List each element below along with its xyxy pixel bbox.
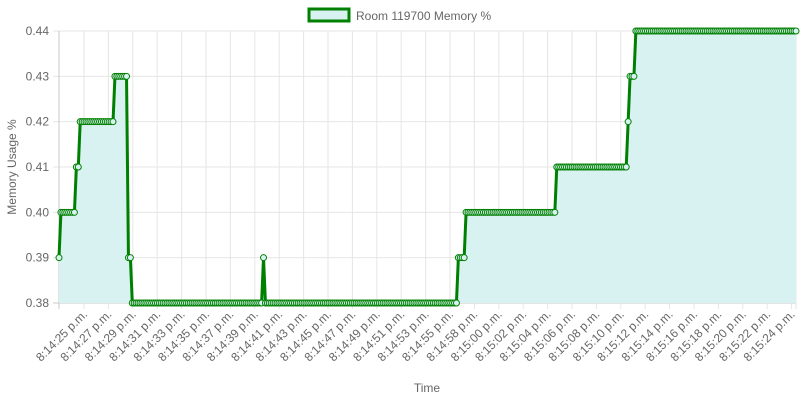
data-point[interactable]	[126, 254, 134, 262]
data-point[interactable]	[55, 254, 63, 262]
area-fill	[59, 31, 796, 303]
legend-label-room-119700[interactable]: Room 119700 Memory %	[356, 9, 492, 23]
y-tick-label: 0.44	[26, 24, 50, 38]
y-tick-label: 0.42	[26, 115, 50, 129]
data-point[interactable]	[109, 118, 117, 126]
data-point[interactable]	[260, 254, 268, 262]
x-axis-title: Time	[414, 381, 441, 395]
y-tick-label: 0.43	[26, 69, 50, 83]
data-point[interactable]	[74, 163, 82, 171]
y-tick-label: 0.40	[26, 205, 50, 219]
y-axis-ticks: 0.38 0.39 0.40 0.41 0.42 0.43 0.44	[26, 24, 50, 310]
data-point[interactable]	[123, 72, 131, 80]
data-point[interactable]	[551, 208, 559, 216]
data-point[interactable]	[622, 163, 630, 171]
data-point[interactable]	[70, 208, 78, 216]
x-axis-ticks: 8:14:25 p.m.8:14:27 p.m.8:14:29 p.m.8:14…	[33, 307, 798, 364]
series-area	[59, 31, 796, 303]
data-point[interactable]	[792, 27, 800, 35]
data-point[interactable]	[460, 254, 468, 262]
data-point[interactable]	[630, 72, 638, 80]
data-point[interactable]	[452, 299, 460, 307]
legend-swatch[interactable]	[307, 7, 351, 23]
data-point[interactable]	[624, 118, 632, 126]
y-tick-label: 0.39	[26, 251, 50, 265]
y-tick-label: 0.41	[26, 160, 50, 174]
y-tick-label: 0.38	[26, 296, 50, 310]
y-axis-title: Memory Usage %	[5, 119, 19, 215]
legend[interactable]: Room 119700 Memory %	[307, 7, 492, 23]
data-points	[55, 27, 800, 307]
